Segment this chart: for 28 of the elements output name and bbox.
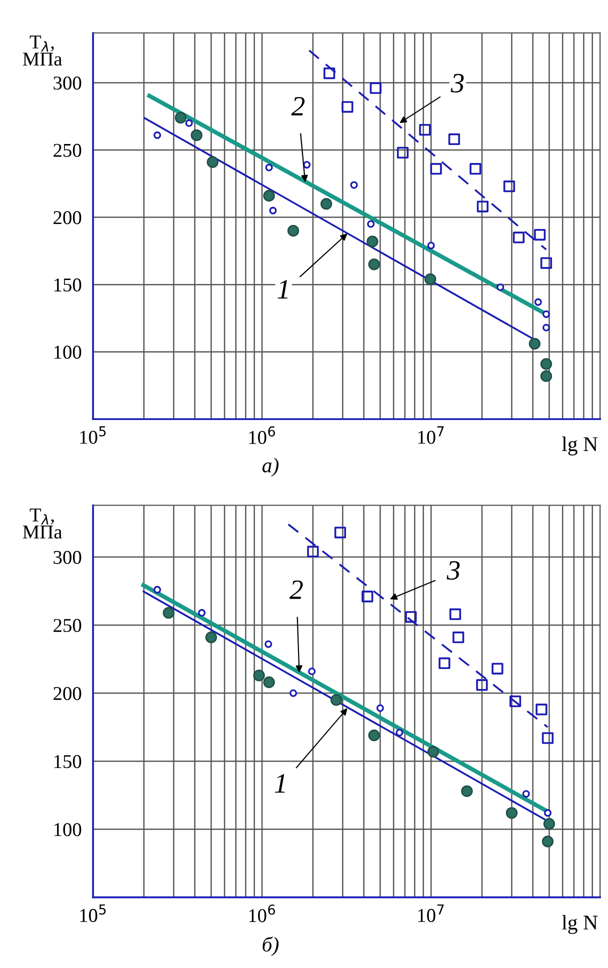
annotation: 3: [446, 561, 460, 580]
annotation: 1: [278, 280, 288, 298]
x-tick-label: 10$^{5}$: [80, 904, 106, 922]
y-tick-label: 300: [54, 76, 82, 90]
y-tick-label: 150: [54, 755, 82, 768]
y-tick-label: 200: [54, 211, 82, 224]
text: б): [262, 936, 279, 956]
y-tick-label: 150: [54, 278, 82, 292]
x-tick-label: 10$^{5}$: [80, 426, 106, 444]
y-tick-label: 300: [54, 550, 82, 564]
x-tick-label: 10$^{6}$: [249, 904, 275, 922]
y-tick-label: 250: [54, 144, 82, 157]
x-tick-label: 10$^{7}$: [418, 904, 444, 922]
annotation: 1: [274, 774, 285, 793]
x-axis-title: lg N: [562, 436, 598, 456]
text: а): [262, 458, 279, 477]
y-axis-title: T$_{λ}$, МПа: [22, 36, 62, 66]
y-tick-label: 100: [54, 823, 82, 836]
annotation: 2: [290, 580, 303, 599]
x-tick-label: 10$^{6}$: [249, 426, 275, 444]
y-axis-title: T$_{λ}$, МПа: [22, 508, 62, 539]
y-tick-label: 250: [54, 618, 82, 632]
annotation: 2: [291, 96, 305, 116]
y-tick-label: 200: [54, 686, 82, 700]
annotation: 3: [450, 74, 464, 93]
x-axis-title: lg N: [562, 914, 598, 934]
x-tick-label: 10$^{7}$: [418, 426, 444, 444]
y-tick-label: 100: [54, 346, 82, 359]
